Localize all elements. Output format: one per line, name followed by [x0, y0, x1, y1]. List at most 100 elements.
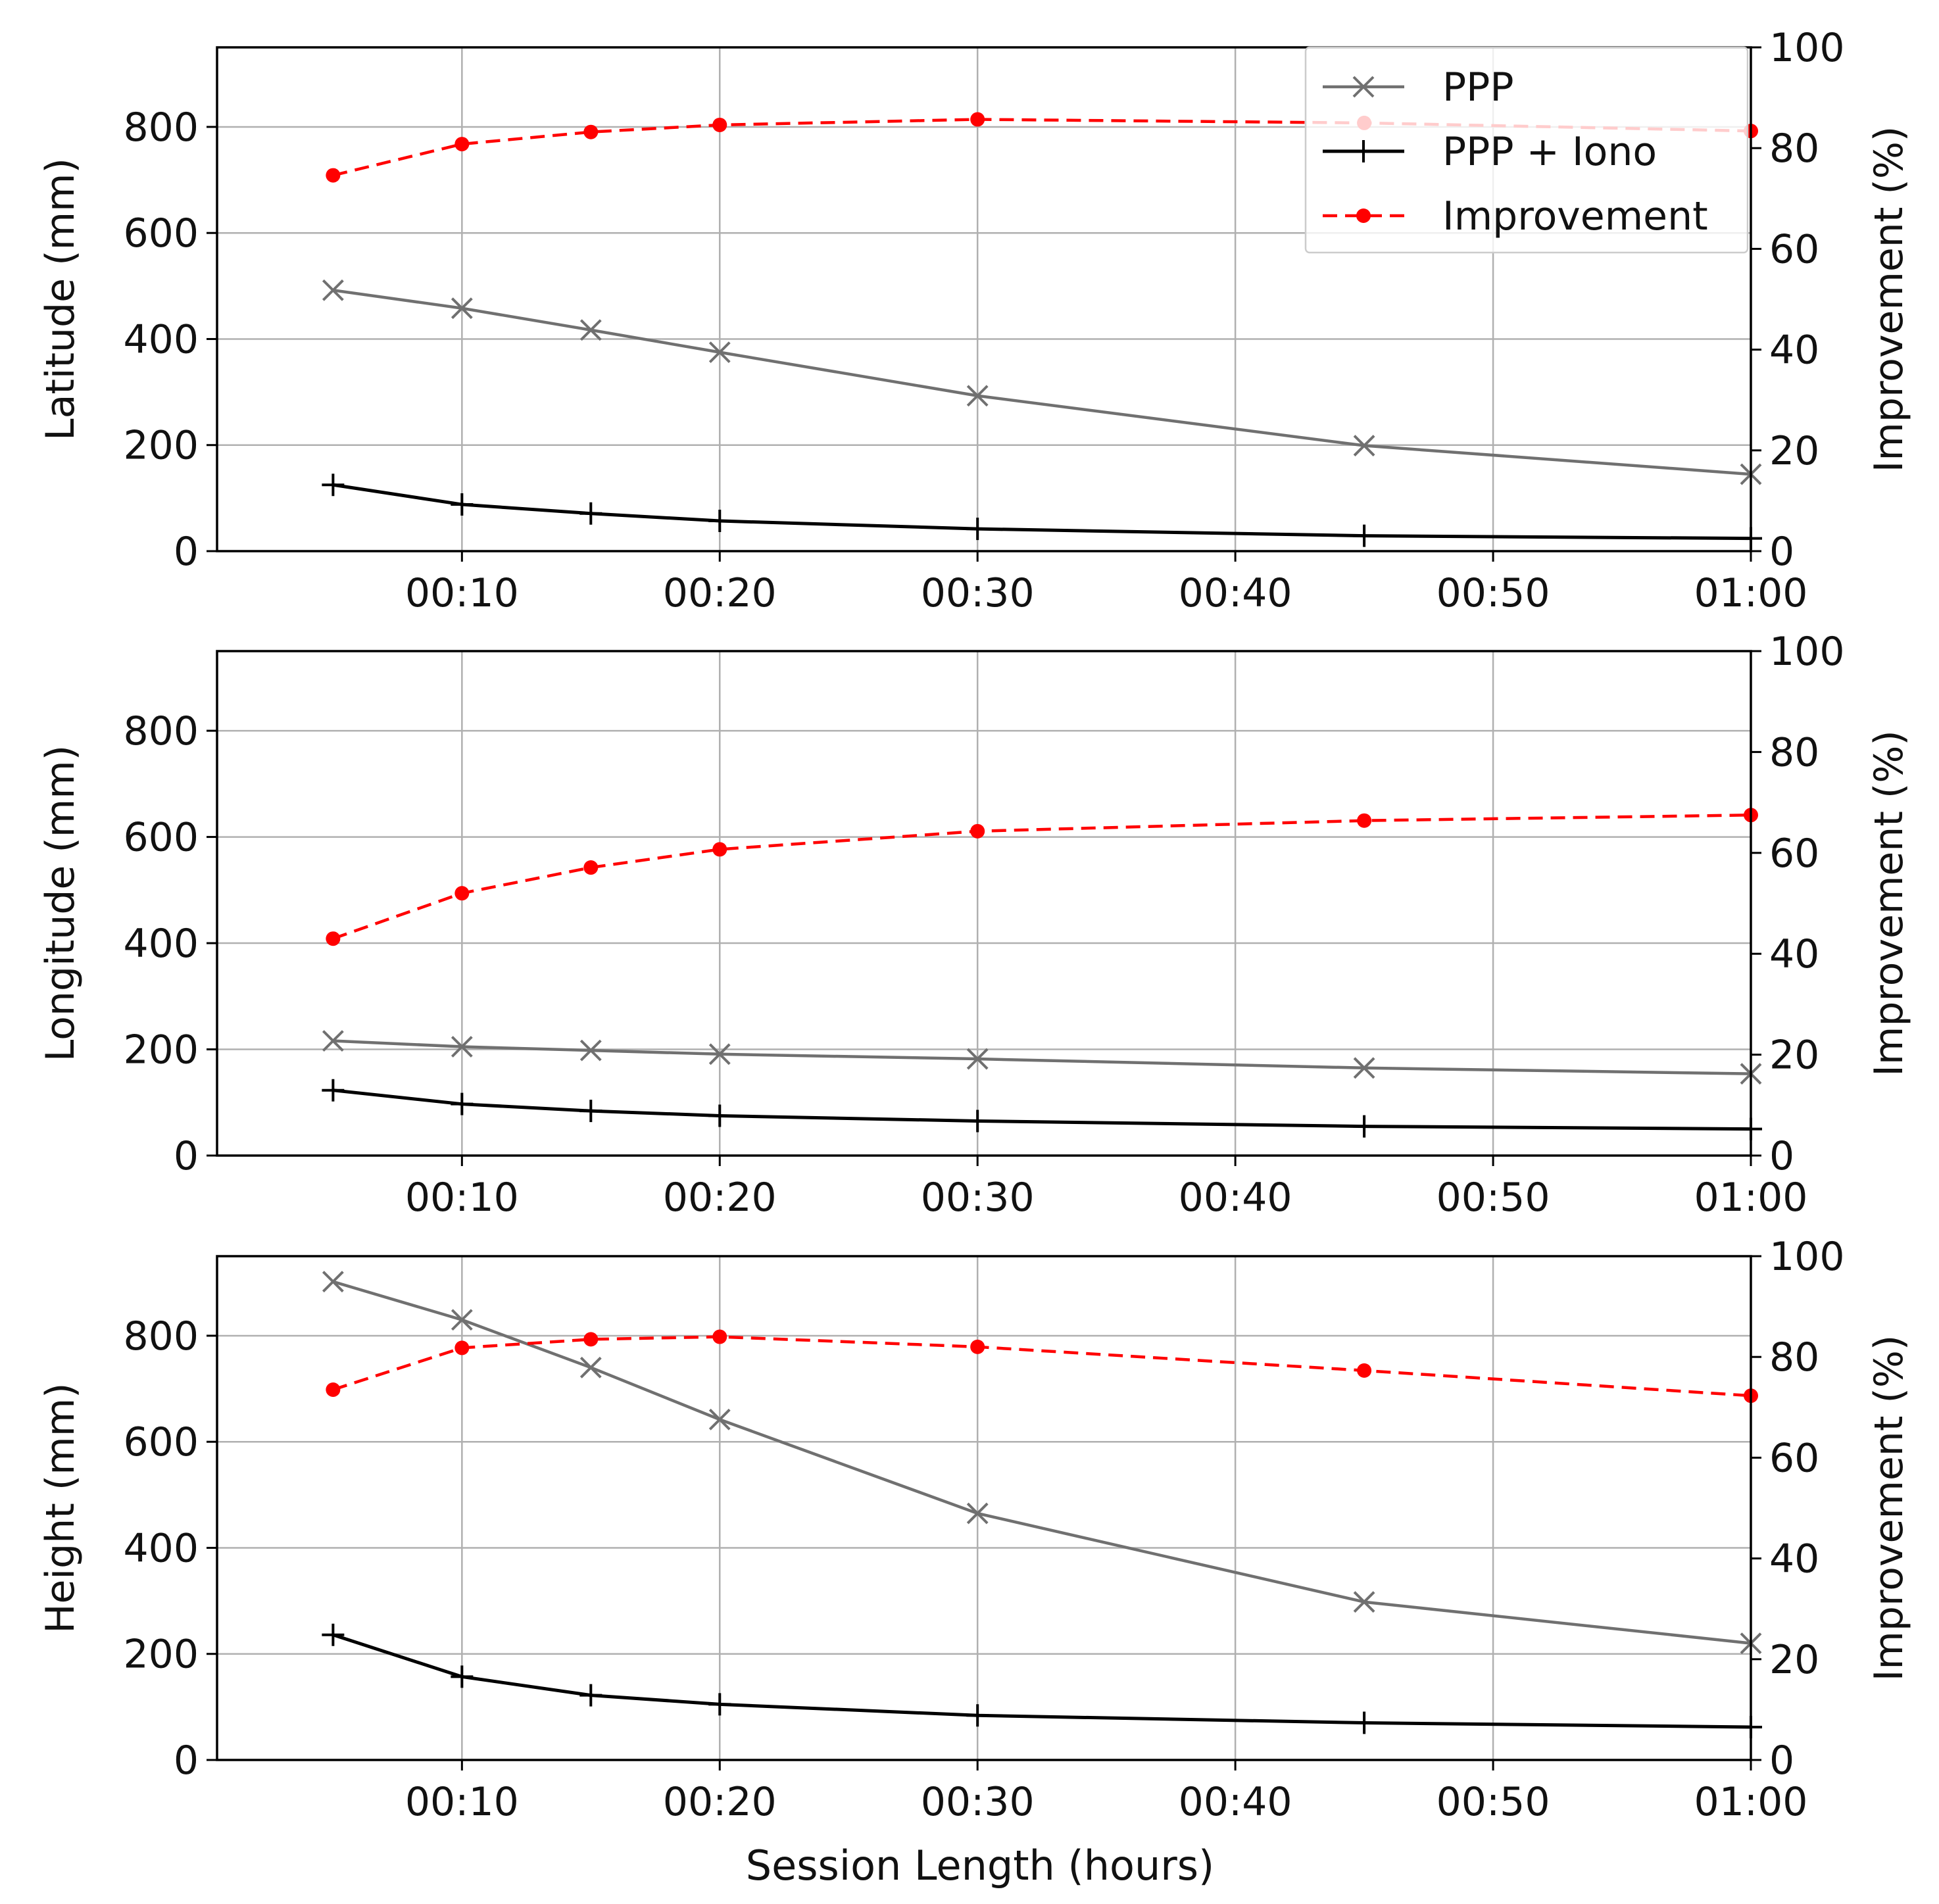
y-tick-label: 800	[123, 105, 199, 151]
legend-label: PPP	[1442, 64, 1514, 110]
x-tick-label: 00:20	[663, 1175, 777, 1221]
x-tick-label: 00:30	[921, 1779, 1035, 1825]
series-ppp-point	[322, 279, 344, 301]
series-ppp-point	[966, 385, 989, 407]
y2-tick-label: 40	[1769, 931, 1819, 977]
series-ppp-iono	[322, 1623, 1762, 1739]
y2-tick-label: 100	[1769, 1234, 1845, 1280]
series-improvement-point	[712, 117, 727, 132]
axes-frame	[216, 1255, 1752, 1761]
series-ppp	[322, 279, 1762, 485]
y-tick-label: 200	[123, 1027, 199, 1073]
series-improvement-point	[970, 112, 985, 127]
series-ppp-iono-point	[451, 493, 474, 516]
y-axis-label: Height (mm)	[37, 1382, 84, 1633]
y-axis-label: Longitude (mm)	[37, 745, 84, 1062]
panel-2: 00:10 00:20 00:30 00:40 00:50 01:000200400600…	[37, 629, 1912, 1221]
series-ppp-point	[708, 1408, 731, 1430]
series-improvement-point	[326, 168, 341, 183]
legend-box	[1304, 46, 1749, 254]
axes-frame	[216, 46, 1752, 552]
series-ppp-point	[579, 1039, 602, 1062]
series-ppp-iono-point	[1353, 1711, 1376, 1734]
series-ppp-iono-point	[579, 1100, 602, 1123]
y-tick-label: 0	[174, 529, 199, 575]
series-ppp-iono-point	[708, 1693, 731, 1716]
y-tick-label: 0	[174, 1738, 199, 1784]
y-tick-label: 600	[123, 815, 199, 861]
x-tick-label: 00:20	[663, 570, 777, 616]
panel-1: 00:10 00:20 00:30 00:40 00:50 01:000200400600…	[37, 25, 1912, 616]
series-improvement-point	[712, 1329, 727, 1344]
y2-tick-label: 60	[1769, 831, 1819, 877]
series-improvement-point	[454, 137, 470, 152]
series-ppp-point	[451, 1036, 473, 1058]
series-improvement-point	[1357, 813, 1372, 828]
x-tick-label: 00:40	[1179, 570, 1292, 616]
series-ppp-iono-point	[579, 1684, 602, 1707]
x-tick-label: 00:40	[1179, 1779, 1292, 1825]
y2-tick-label: 20	[1769, 1033, 1819, 1079]
legend-label: PPP + Iono	[1442, 129, 1657, 175]
y-tick-label: 400	[123, 316, 199, 362]
legend-label: Improvement	[1442, 193, 1708, 239]
series-improvement-point	[970, 823, 985, 839]
series-ppp-point	[322, 1271, 344, 1293]
series-ppp-point	[1353, 1591, 1375, 1613]
y2-tick-label: 60	[1769, 1435, 1819, 1481]
y2-tick-label: 80	[1769, 729, 1819, 775]
series-ppp-iono-point	[966, 518, 989, 541]
y-tick-label: 600	[123, 1419, 199, 1465]
y-tick-label: 200	[123, 423, 199, 469]
series-ppp-iono-point	[451, 1665, 474, 1688]
y2-axis-label: Improvement (%)	[1866, 730, 1912, 1077]
series-ppp-iono-point	[322, 1623, 345, 1646]
y-tick-label: 800	[123, 1313, 199, 1359]
series-improvement-point	[712, 842, 727, 857]
series-ppp-iono	[322, 474, 1762, 550]
series-improvement-point	[583, 124, 599, 139]
panels: 00:10 00:20 00:30 00:40 00:50 01:000200400600…	[37, 25, 1912, 1825]
series-ppp-iono-point	[322, 1079, 345, 1102]
series-improvement-point	[454, 1340, 470, 1355]
x-tick-label: 00:20	[663, 1779, 777, 1825]
series-ppp-iono-point	[451, 1092, 474, 1115]
panel-3: 00:10 00:20 00:30 00:40 00:50 01:000200400600…	[37, 1234, 1912, 1825]
legend-entry-improvement: Improvement	[1323, 193, 1708, 239]
y-tick-label: 600	[123, 210, 199, 256]
legend-entry-ppp-iono: PPP + Iono	[1323, 129, 1657, 175]
y-tick-label: 800	[123, 708, 199, 754]
series-improvement-point	[326, 1382, 341, 1397]
series-improvement-point	[583, 860, 599, 875]
series-improvement-point	[326, 931, 341, 946]
series-improvement-point	[454, 886, 470, 901]
series-ppp-iono-point	[1353, 524, 1376, 547]
legend: PPP PPP + Iono Improvement	[1304, 46, 1749, 254]
y2-tick-label: 100	[1769, 25, 1845, 71]
y2-tick-label: 60	[1769, 226, 1819, 272]
axes-frame	[216, 650, 1752, 1157]
x-tick-label: 00:50	[1436, 1779, 1550, 1825]
y2-axis-label: Improvement (%)	[1866, 126, 1912, 473]
series-ppp-point	[322, 1030, 344, 1052]
series-ppp-point	[708, 341, 731, 364]
y-tick-label: 400	[123, 921, 199, 967]
y2-tick-label: 0	[1769, 1738, 1794, 1784]
x-tick-label: 00:30	[921, 1175, 1035, 1221]
x-tick-label: 01:00	[1694, 1779, 1808, 1825]
legend-marker	[1352, 76, 1375, 98]
y2-tick-label: 0	[1769, 529, 1794, 575]
series-improvement-point	[1357, 1363, 1372, 1378]
series-ppp-iono-point	[579, 502, 602, 525]
y2-tick-label: 20	[1769, 428, 1819, 474]
y-tick-label: 0	[174, 1133, 199, 1179]
y-tick-label: 400	[123, 1525, 199, 1571]
series-ppp-iono-point	[966, 1704, 989, 1727]
series-improvement-point	[970, 1339, 985, 1354]
x-tick-label: 00:50	[1436, 570, 1550, 616]
series-ppp-point	[966, 1502, 989, 1525]
y2-tick-label: 100	[1769, 629, 1845, 675]
y-tick-label: 200	[123, 1632, 199, 1678]
